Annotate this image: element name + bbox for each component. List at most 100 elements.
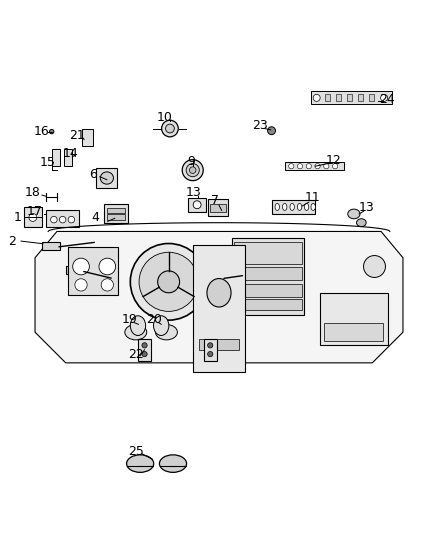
Ellipse shape: [162, 120, 178, 137]
Text: 11: 11: [305, 191, 321, 204]
Ellipse shape: [73, 258, 89, 275]
Text: 13: 13: [186, 187, 201, 199]
Ellipse shape: [208, 343, 213, 348]
Ellipse shape: [311, 204, 315, 211]
Text: 18: 18: [25, 187, 41, 199]
FancyBboxPatch shape: [234, 243, 302, 264]
FancyBboxPatch shape: [42, 243, 60, 251]
Text: 12: 12: [326, 154, 342, 167]
Ellipse shape: [283, 204, 287, 211]
Ellipse shape: [142, 343, 147, 348]
Ellipse shape: [289, 164, 294, 169]
Text: 21: 21: [69, 128, 85, 142]
Ellipse shape: [75, 279, 87, 291]
Ellipse shape: [364, 255, 385, 278]
FancyBboxPatch shape: [234, 266, 302, 280]
Ellipse shape: [315, 164, 320, 169]
Ellipse shape: [101, 279, 113, 291]
Ellipse shape: [127, 455, 154, 472]
FancyBboxPatch shape: [204, 339, 217, 361]
Text: 10: 10: [157, 111, 173, 124]
Ellipse shape: [182, 159, 203, 181]
Text: 24: 24: [379, 93, 395, 106]
FancyBboxPatch shape: [232, 238, 304, 314]
Ellipse shape: [153, 316, 169, 335]
FancyBboxPatch shape: [347, 94, 352, 101]
Text: 25: 25: [128, 445, 144, 458]
Ellipse shape: [99, 258, 116, 275]
FancyBboxPatch shape: [285, 162, 344, 170]
FancyBboxPatch shape: [107, 214, 125, 220]
Ellipse shape: [297, 204, 302, 211]
FancyBboxPatch shape: [68, 247, 118, 295]
Ellipse shape: [186, 164, 199, 177]
Ellipse shape: [29, 214, 37, 221]
FancyBboxPatch shape: [272, 200, 315, 214]
Text: 1: 1: [14, 211, 21, 224]
Ellipse shape: [158, 271, 180, 293]
FancyBboxPatch shape: [104, 204, 128, 223]
Ellipse shape: [290, 204, 294, 211]
Text: 2: 2: [8, 235, 16, 248]
FancyBboxPatch shape: [66, 266, 90, 274]
FancyBboxPatch shape: [138, 339, 151, 361]
Text: 14: 14: [62, 147, 78, 160]
Ellipse shape: [189, 167, 196, 173]
FancyBboxPatch shape: [311, 91, 392, 104]
Ellipse shape: [207, 279, 231, 307]
FancyBboxPatch shape: [324, 324, 383, 341]
FancyBboxPatch shape: [358, 94, 363, 101]
FancyBboxPatch shape: [52, 149, 60, 166]
Text: 17: 17: [27, 205, 43, 218]
Ellipse shape: [297, 164, 303, 169]
Ellipse shape: [306, 164, 311, 169]
Ellipse shape: [59, 216, 66, 223]
FancyBboxPatch shape: [64, 149, 72, 166]
Ellipse shape: [193, 201, 201, 209]
FancyBboxPatch shape: [234, 300, 302, 310]
Text: 9: 9: [187, 155, 195, 168]
Ellipse shape: [68, 216, 74, 223]
Ellipse shape: [332, 164, 338, 169]
Ellipse shape: [131, 316, 145, 335]
Text: 4: 4: [92, 211, 99, 224]
Text: 16: 16: [33, 125, 49, 138]
FancyBboxPatch shape: [24, 207, 42, 227]
Ellipse shape: [348, 209, 360, 219]
Ellipse shape: [275, 204, 279, 211]
FancyBboxPatch shape: [46, 209, 79, 227]
FancyBboxPatch shape: [188, 198, 206, 212]
FancyBboxPatch shape: [320, 293, 388, 345]
Text: 22: 22: [128, 349, 144, 361]
Ellipse shape: [313, 94, 320, 101]
Ellipse shape: [139, 252, 198, 311]
FancyBboxPatch shape: [193, 245, 245, 372]
Ellipse shape: [159, 455, 187, 472]
Polygon shape: [35, 231, 403, 363]
Ellipse shape: [166, 124, 174, 133]
Text: 15: 15: [39, 156, 55, 169]
Ellipse shape: [155, 325, 177, 340]
Text: 6: 6: [89, 168, 97, 181]
Ellipse shape: [131, 244, 207, 320]
FancyBboxPatch shape: [210, 204, 226, 212]
Text: 19: 19: [122, 313, 138, 326]
Ellipse shape: [268, 127, 276, 135]
FancyBboxPatch shape: [234, 284, 302, 297]
Ellipse shape: [324, 164, 329, 169]
Ellipse shape: [208, 351, 213, 357]
Text: 20: 20: [146, 313, 162, 326]
FancyBboxPatch shape: [369, 94, 374, 101]
FancyBboxPatch shape: [199, 339, 239, 350]
Text: 23: 23: [252, 119, 268, 132]
FancyBboxPatch shape: [107, 208, 125, 213]
Ellipse shape: [100, 172, 113, 184]
Ellipse shape: [49, 130, 54, 134]
FancyBboxPatch shape: [82, 128, 93, 146]
FancyBboxPatch shape: [336, 94, 341, 101]
Ellipse shape: [357, 219, 366, 227]
Ellipse shape: [50, 216, 57, 223]
Text: 7: 7: [211, 195, 219, 207]
Ellipse shape: [125, 325, 147, 340]
Ellipse shape: [304, 204, 309, 211]
